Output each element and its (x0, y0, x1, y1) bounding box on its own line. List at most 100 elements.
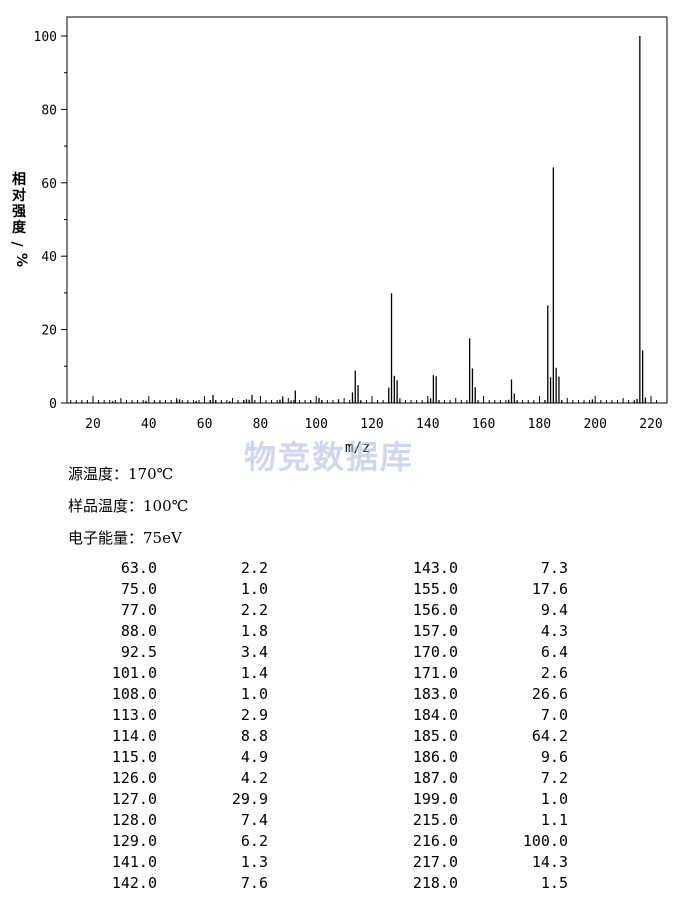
y-axis-ticks: 0 20 40 60 80 100 (34, 30, 67, 412)
y-tick-label: 80 (41, 103, 57, 118)
table-row: 142.0 7.6 218.0 1.5 (0, 874, 684, 895)
intensity-value: 7.6 (240, 874, 268, 892)
mz-value: 114.0 (111, 727, 157, 745)
table-row: 127.0 29.9 199.0 1.0 (0, 790, 684, 811)
mz-value: 128.0 (111, 811, 157, 829)
mz-value: 218.0 (412, 874, 458, 892)
x-tick-label: 80 (253, 417, 269, 432)
watermark: 物竞数据库 (244, 438, 415, 476)
table-row: 88.0 1.8 157.0 4.3 (0, 622, 684, 643)
x-tick-label: 20 (85, 417, 101, 432)
x-tick-label: 100 (304, 417, 327, 432)
x-tick-label: 40 (141, 417, 157, 432)
intensity-value: 2.6 (540, 664, 568, 682)
x-tick-label: 180 (528, 417, 551, 432)
mz-value: 129.0 (111, 832, 157, 850)
x-tick-label: 200 (583, 417, 606, 432)
intensity-value: 4.3 (540, 622, 568, 640)
y-tick-label: 0 (49, 397, 57, 412)
x-tick-label: 220 (639, 417, 662, 432)
y-axis-label-char: 对 (12, 188, 26, 204)
table-row: 92.5 3.4 170.0 6.4 (0, 643, 684, 664)
sample-temperature: 样品温度：100℃ (68, 497, 189, 515)
x-tick-label: 160 (472, 417, 495, 432)
y-tick-label: 100 (34, 30, 57, 45)
intensity-value: 2.2 (240, 559, 268, 577)
spectrum-peaks (111, 36, 647, 403)
y-axis-label-char: 相 (12, 172, 26, 188)
table-row: 108.0 1.0 183.0 26.6 (0, 685, 684, 706)
intensity-value: 2.9 (240, 706, 268, 724)
intensity-value: 1.0 (540, 790, 568, 808)
mz-value: 183.0 (412, 685, 458, 703)
y-axis-label-char: 度 (12, 220, 26, 236)
table-row: 129.0 6.2 216.0 100.0 (0, 832, 684, 853)
intensity-value: 8.8 (240, 727, 268, 745)
mz-value: 157.0 (412, 622, 458, 640)
mz-value: 108.0 (111, 685, 157, 703)
intensity-value: 1.5 (540, 874, 568, 892)
y-axis-label-char: / (8, 241, 25, 247)
mz-value: 185.0 (412, 727, 458, 745)
intensity-value: 29.9 (231, 790, 268, 808)
intensity-value: 1.4 (240, 664, 268, 682)
mz-value: 113.0 (111, 706, 157, 724)
intensity-value: 7.4 (240, 811, 268, 829)
table-row: 63.0 2.2 143.0 7.3 (0, 559, 684, 580)
intensity-value: 3.4 (240, 643, 268, 661)
mz-value: 88.0 (120, 622, 157, 640)
y-tick-label: 20 (41, 324, 57, 339)
mz-value: 155.0 (412, 580, 458, 598)
intensity-value: 1.0 (240, 685, 268, 703)
intensity-value: 64.2 (531, 727, 568, 745)
intensity-value: 14.3 (531, 853, 568, 871)
mz-value: 171.0 (412, 664, 458, 682)
mz-value: 184.0 (412, 706, 458, 724)
y-tick-label: 40 (41, 250, 57, 265)
intensity-value: 1.3 (240, 853, 268, 871)
mz-value: 63.0 (120, 559, 157, 577)
intensity-value: 1.8 (240, 622, 268, 640)
mz-value: 217.0 (412, 853, 458, 871)
plot-frame (66, 16, 668, 404)
intensity-value: 2.2 (240, 601, 268, 619)
table-row: 115.0 4.9 186.0 9.6 (0, 748, 684, 769)
mz-value: 216.0 (412, 832, 458, 850)
intensity-value: 4.9 (240, 748, 268, 766)
mz-value: 156.0 (412, 601, 458, 619)
mz-value: 127.0 (111, 790, 157, 808)
intensity-value: 7.2 (540, 769, 568, 787)
table-row: 114.0 8.8 185.0 64.2 (0, 727, 684, 748)
y-axis-label-char: % (13, 252, 30, 268)
mz-value: 101.0 (111, 664, 157, 682)
mz-value: 199.0 (412, 790, 458, 808)
intensity-value: 26.6 (531, 685, 568, 703)
intensity-value: 17.6 (531, 580, 568, 598)
y-tick-label: 60 (41, 177, 57, 192)
y-axis-label-char: 强 (12, 204, 26, 220)
mz-value: 143.0 (412, 559, 458, 577)
table-row: 128.0 7.4 215.0 1.1 (0, 811, 684, 832)
table-row: 113.0 2.9 184.0 7.0 (0, 706, 684, 727)
x-tick-label: 60 (197, 417, 213, 432)
mz-value: 142.0 (111, 874, 157, 892)
mz-value: 186.0 (412, 748, 458, 766)
x-tick-label: 120 (360, 417, 383, 432)
mz-value: 126.0 (111, 769, 157, 787)
intensity-value: 7.3 (540, 559, 568, 577)
intensity-value: 9.4 (540, 601, 568, 619)
electron-energy: 电子能量：75eV (68, 529, 182, 547)
x-axis-label: m/z (345, 440, 371, 456)
intensity-value: 7.0 (540, 706, 568, 724)
intensity-value: 6.4 (540, 643, 568, 661)
mz-value: 187.0 (412, 769, 458, 787)
mz-value: 92.5 (120, 643, 157, 661)
intensity-value: 1.1 (540, 811, 568, 829)
mz-value: 115.0 (111, 748, 157, 766)
mz-value: 170.0 (412, 643, 458, 661)
x-axis-ticks: 20 40 60 80 100 120 140 160 180 200 220 (70, 396, 663, 432)
table-row: 101.0 1.4 171.0 2.6 (0, 664, 684, 685)
intensity-value: 6.2 (240, 832, 268, 850)
table-row: 75.0 1.0 155.0 17.6 (0, 580, 684, 601)
